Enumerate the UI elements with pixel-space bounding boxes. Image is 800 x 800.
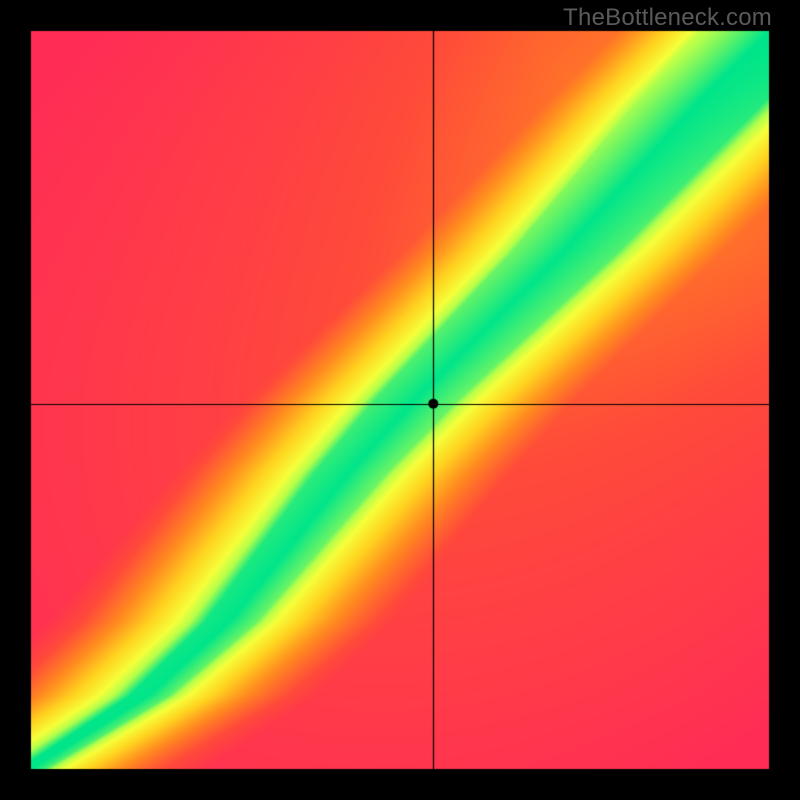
watermark-label: TheBottleneck.com <box>563 4 772 32</box>
chart-root: TheBottleneck.com <box>0 0 800 800</box>
bottleneck-heatmap-canvas <box>30 30 770 770</box>
